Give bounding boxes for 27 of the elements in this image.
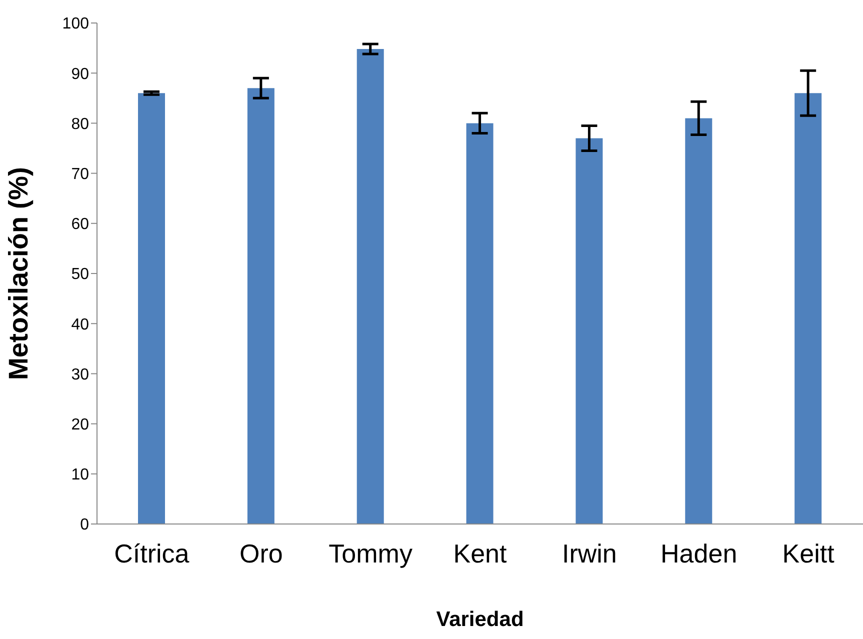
x-tick-label: Tommy [328,538,412,568]
y-tick-label: 30 [71,366,90,384]
x-tick-label: Haden [660,538,738,568]
bar [138,93,165,524]
bar [247,88,274,524]
x-tick-label: Keitt [782,538,836,568]
bar [576,138,603,524]
bar [466,123,494,524]
y-tick-label: 40 [71,316,90,334]
y-tick-label: 60 [71,216,90,234]
y-axis-title: Metoxilación (%) [4,166,34,380]
x-axis-title: Variedad [436,608,524,631]
bar [685,118,712,524]
y-tick-label: 70 [71,166,90,183]
y-tick-label: 100 [62,16,90,33]
y-tick-label: 20 [71,416,90,434]
x-tick-label: Oro [239,538,283,568]
y-tick-label: 0 [80,516,90,534]
y-tick-label: 80 [71,116,90,133]
x-tick-label: Cítrica [114,538,190,568]
bar [794,93,822,524]
y-tick-label: 90 [71,66,90,83]
x-tick-label: Kent [453,538,508,568]
bar [356,49,384,524]
y-tick-label: 10 [71,466,90,484]
y-tick-label: 50 [71,266,90,284]
x-tick-label: Irwin [562,538,617,568]
